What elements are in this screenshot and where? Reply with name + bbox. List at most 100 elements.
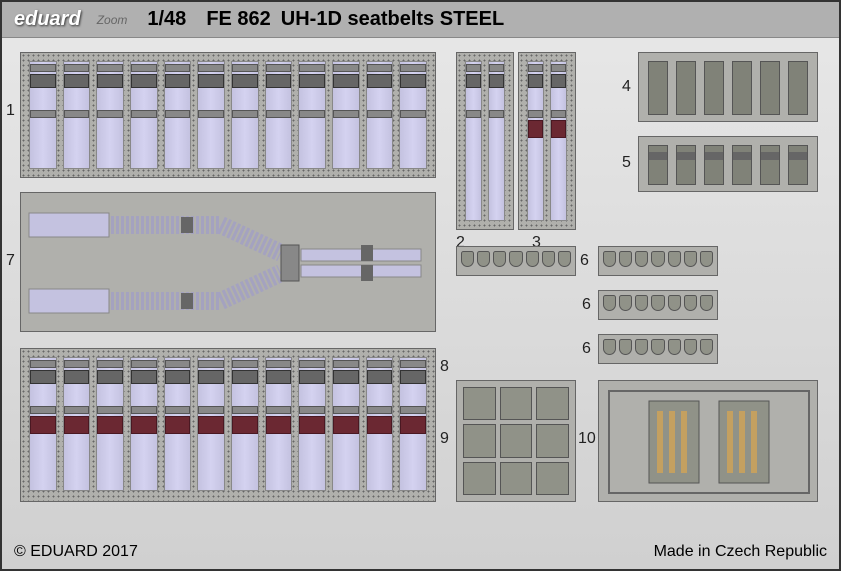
seatbelt (399, 61, 427, 169)
seatbelt (465, 61, 482, 221)
hook (509, 251, 522, 267)
grid-cell (463, 424, 496, 457)
label-6a: 6 (580, 252, 589, 270)
brand-logo: eduard (14, 8, 81, 31)
hook (619, 295, 632, 311)
hook (668, 295, 681, 311)
panel-9 (456, 380, 576, 502)
hook (635, 295, 648, 311)
hook (684, 295, 697, 311)
metal-strip (676, 61, 696, 115)
frame-svg (599, 381, 819, 503)
copyright: © EDUARD 2017 (14, 543, 138, 561)
hook (603, 251, 616, 267)
grid-cell (500, 462, 533, 495)
hook (700, 295, 713, 311)
label-8: 8 (440, 358, 449, 376)
seatbelt (130, 357, 158, 491)
label-10: 10 (578, 430, 596, 448)
hook-row (599, 291, 717, 315)
grid-cell (500, 387, 533, 420)
label-9: 9 (440, 430, 449, 448)
panel-6b (598, 246, 718, 276)
panel-8 (20, 348, 436, 502)
header: eduard Zoom 1/48 FE 862 UH-1D seatbelts … (2, 2, 839, 38)
strip-row (639, 53, 817, 123)
hook (651, 339, 664, 355)
hook-strip (648, 145, 668, 185)
hook (619, 251, 632, 267)
label-1: 1 (6, 102, 15, 120)
seatbelt (366, 61, 394, 169)
seatbelt (164, 61, 192, 169)
seatbelt (298, 61, 326, 169)
label-6c: 6 (582, 340, 591, 358)
panel-10 (598, 380, 818, 502)
metal-strip (704, 61, 724, 115)
hook (461, 251, 474, 267)
hook (635, 339, 648, 355)
grid-cell (500, 424, 533, 457)
hook-row (599, 247, 717, 271)
hook-strip (788, 145, 808, 185)
panel-6a (456, 246, 576, 276)
hook (668, 251, 681, 267)
seatbelt (29, 61, 57, 169)
panel-4 (638, 52, 818, 122)
belt-row (519, 53, 575, 229)
hook-strip (760, 145, 780, 185)
hook-strip (676, 145, 696, 185)
hook (477, 251, 490, 267)
hook (635, 251, 648, 267)
fret-container: eduard Zoom 1/48 FE 862 UH-1D seatbelts … (0, 0, 841, 571)
label-7: 7 (6, 252, 15, 270)
hook (700, 339, 713, 355)
panel-1 (20, 52, 436, 178)
seatbelt (231, 357, 259, 491)
seatbelt (96, 61, 124, 169)
strip-row (639, 137, 817, 193)
seatbelt (488, 61, 505, 221)
belt-row (457, 53, 513, 229)
hook (542, 251, 555, 267)
hook (493, 251, 506, 267)
part-number: FE 862 (206, 8, 270, 31)
belt-row (21, 53, 435, 177)
hook (651, 251, 664, 267)
hook-strip (732, 145, 752, 185)
hook (603, 295, 616, 311)
scale-label: 1/48 (147, 8, 186, 31)
hook (668, 339, 681, 355)
seatbelt (399, 357, 427, 491)
grid-cell (536, 387, 569, 420)
seatbelt (231, 61, 259, 169)
panel-5 (638, 136, 818, 192)
metal-strip (648, 61, 668, 115)
panel-3 (518, 52, 576, 230)
hook (684, 251, 697, 267)
hook-row (599, 335, 717, 359)
metal-strip (732, 61, 752, 115)
seatbelt (96, 357, 124, 491)
seatbelt (265, 357, 293, 491)
hook (684, 339, 697, 355)
seatbelt (550, 61, 567, 221)
belt-row (21, 349, 435, 499)
seatbelt (332, 357, 360, 491)
hook-strip (704, 145, 724, 185)
seatbelt (130, 61, 158, 169)
hook (619, 339, 632, 355)
seatbelt (63, 61, 91, 169)
zoom-label: Zoom (97, 13, 128, 27)
hook (700, 251, 713, 267)
seatbelt (298, 357, 326, 491)
grid-cell (536, 462, 569, 495)
grid-cell (463, 462, 496, 495)
seatbelt (164, 357, 192, 491)
seatbelt (265, 61, 293, 169)
grid-cell (536, 424, 569, 457)
origin: Made in Czech Republic (654, 543, 827, 561)
footer: © EDUARD 2017 Made in Czech Republic (14, 543, 827, 561)
seatbelt (527, 61, 544, 221)
hook-row (457, 247, 575, 271)
